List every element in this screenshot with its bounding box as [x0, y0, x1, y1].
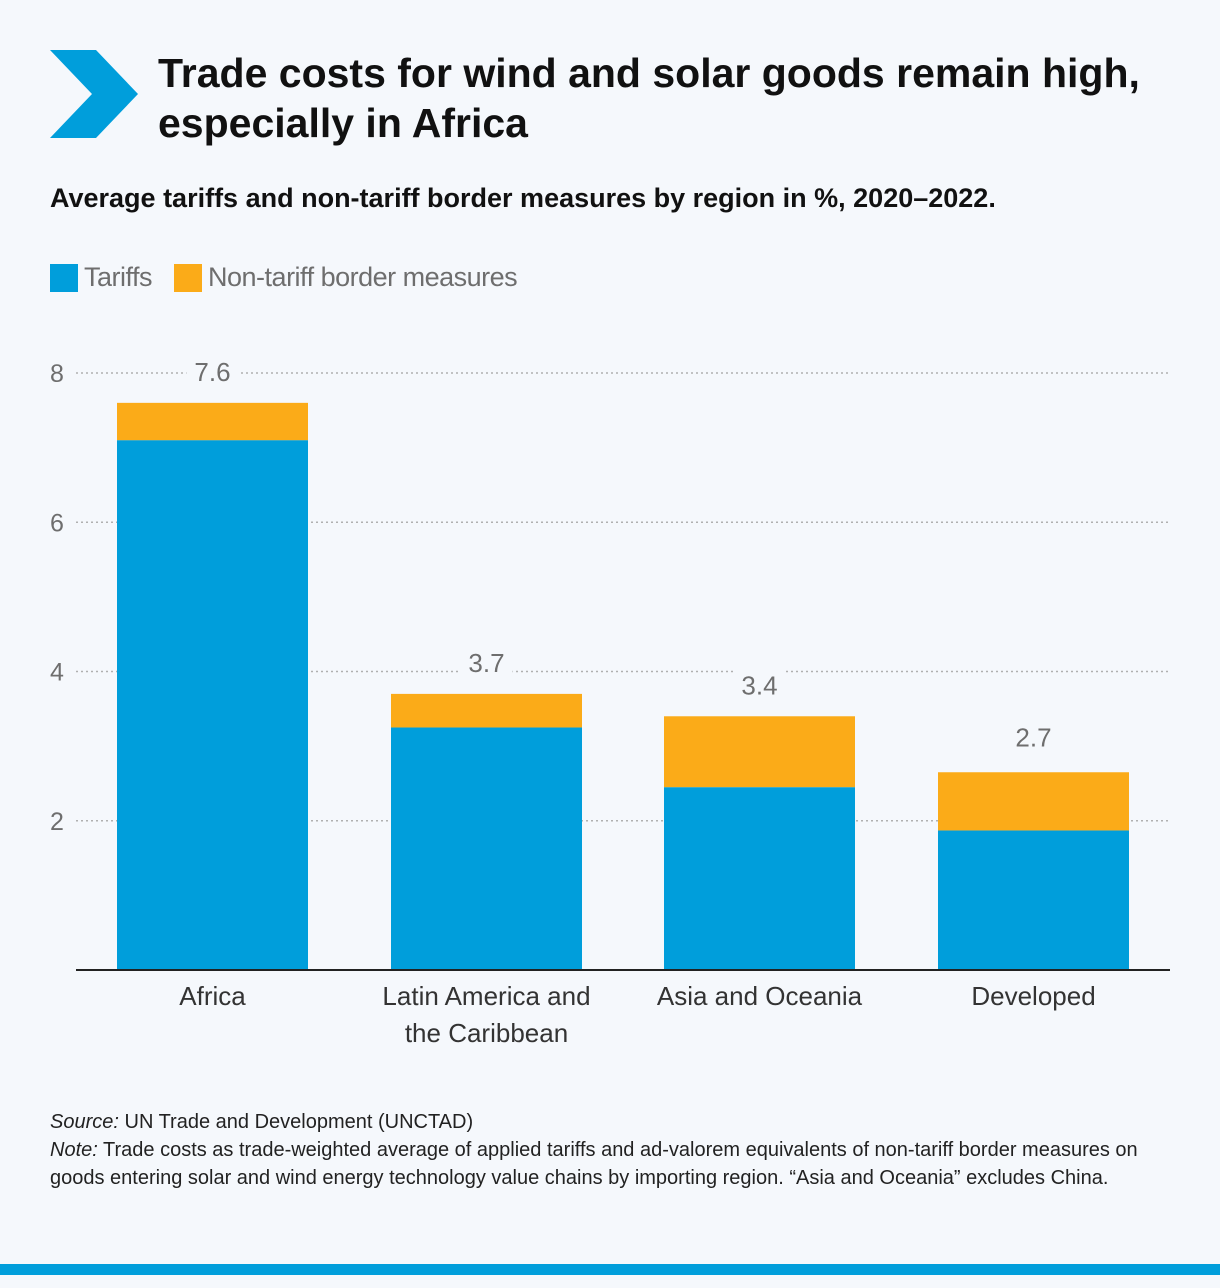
source-label: Source: — [50, 1111, 119, 1133]
bar-non-tariff-1 — [391, 693, 582, 728]
x-category-label: Asia and Oceania — [657, 981, 863, 1011]
bar-non-tariff-0 — [117, 402, 308, 441]
total-label-bg — [1007, 722, 1060, 753]
note-text: Trade costs as trade-weighted average of… — [50, 1139, 1138, 1189]
x-category-label: the Caribbean — [405, 1018, 568, 1048]
bar-non-tariff-2 — [664, 716, 855, 788]
bar-total-label: 3.7 — [468, 648, 504, 678]
y-tick-label: 2 — [50, 808, 64, 836]
legend-item-tariffs: Tariffs — [50, 262, 153, 293]
source-line: Source: UN Trade and Development (UNCTAD… — [50, 1108, 1180, 1136]
bar-total-label: 2.7 — [1015, 723, 1051, 753]
x-category-label: Africa — [179, 981, 246, 1011]
note-line: Note: Trade costs as trade-weighted aver… — [50, 1136, 1180, 1192]
total-label-bg — [733, 670, 786, 701]
bar-total-label: 7.6 — [194, 357, 230, 387]
source-text: UN Trade and Development (UNCTAD) — [118, 1111, 474, 1133]
total-label-bg — [460, 647, 513, 678]
chart-subtitle: Average tariffs and non-tariff border me… — [50, 183, 996, 213]
bar-tariffs-2 — [664, 787, 855, 970]
legend-item-non-tariff: Non-tariff border measures — [174, 262, 518, 293]
footnote: Source: UN Trade and Development (UNCTAD… — [50, 1108, 1180, 1192]
y-tick-label: 6 — [50, 509, 64, 537]
note-label: Note: — [50, 1139, 98, 1161]
stacked-bar-chart: 2 4 6 8 7.6 Africa 3.7 Latin America and the Car… — [50, 356, 1170, 1048]
bar-tariffs-3 — [938, 830, 1129, 970]
x-category-label: Developed — [971, 981, 1095, 1011]
total-label-bg — [186, 356, 239, 387]
legend-label-non-tariff: Non-tariff border measures — [208, 262, 518, 292]
bottom-accent-bar — [0, 1264, 1220, 1275]
y-tick-label: 4 — [50, 659, 64, 687]
legend-swatch-non-tariff — [174, 263, 203, 292]
bar-non-tariff-3 — [938, 772, 1129, 831]
chart-legend: Tariffs Non-tariff border measures — [50, 262, 539, 293]
y-tick-label: 8 — [50, 360, 64, 388]
bar-tariffs-1 — [391, 727, 582, 970]
x-category-label: Latin America and — [382, 981, 590, 1011]
legend-swatch-tariffs — [50, 263, 78, 292]
bar-tariffs-0 — [117, 440, 308, 971]
page-title: Trade costs for wind and solar goods rem… — [158, 50, 1140, 146]
legend-label-tariffs: Tariffs — [84, 262, 153, 292]
chevron-right-icon — [50, 50, 138, 138]
bar-total-label: 3.4 — [741, 670, 777, 700]
